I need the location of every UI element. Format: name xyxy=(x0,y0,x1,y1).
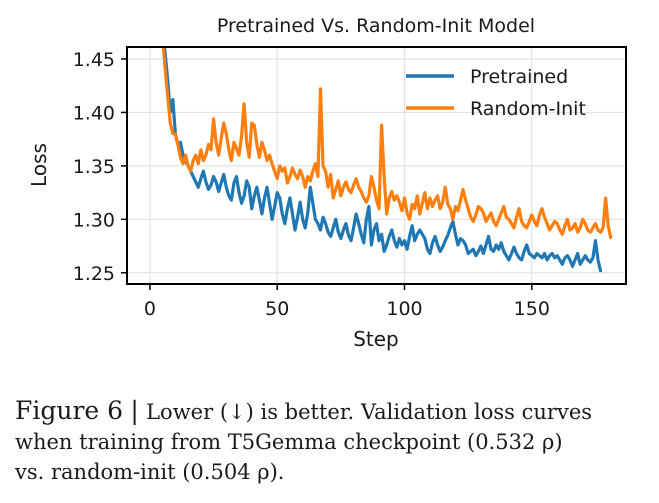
grid-lines xyxy=(127,47,626,284)
legend: Pretrained Random-Init xyxy=(406,66,586,120)
x-axis-title: Step xyxy=(353,327,399,351)
caption-line-2: when training from T5Gemma checkpoint (0… xyxy=(15,430,563,454)
caption-separator: | xyxy=(130,396,139,425)
y-tick-label: 1.40 xyxy=(73,102,115,124)
series-layer xyxy=(161,47,613,273)
x-tick-label: 100 xyxy=(386,298,422,320)
legend-label-random-init: Random-Init xyxy=(470,98,586,120)
series-line-random-init xyxy=(161,47,613,240)
x-tick-label: 0 xyxy=(144,298,156,320)
x-tick-label: 150 xyxy=(514,298,550,320)
y-axis-title: Loss xyxy=(27,143,51,187)
y-tick-label: 1.45 xyxy=(73,49,115,71)
chart-title: Pretrained Vs. Random-Init Model xyxy=(217,15,535,37)
x-tick-label: 50 xyxy=(265,298,289,320)
caption-line-3: vs. random-init (0.504 ρ). xyxy=(15,460,285,484)
y-tick-label: 1.30 xyxy=(73,209,115,231)
legend-label-pretrained: Pretrained xyxy=(470,66,568,88)
figure-label: Figure 6 xyxy=(15,396,124,425)
caption-text-1: Lower (↓) is better. Validation loss cur… xyxy=(146,400,593,424)
x-axis: 0 50 100 150 xyxy=(144,284,550,320)
y-axis: 1.25 1.30 1.35 1.40 1.45 xyxy=(73,49,127,285)
caption-line-1: Figure 6 | Lower (↓) is better. Validati… xyxy=(15,396,655,427)
y-tick-label: 1.35 xyxy=(73,156,115,178)
y-tick-label: 1.25 xyxy=(73,263,115,285)
series-line-pretrained xyxy=(162,47,603,273)
loss-chart: Pretrained Vs. Random-Init Model 0 50 100 1… xyxy=(27,15,627,351)
figure-caption: Figure 6 | Lower (↓) is better. Validati… xyxy=(15,396,655,487)
